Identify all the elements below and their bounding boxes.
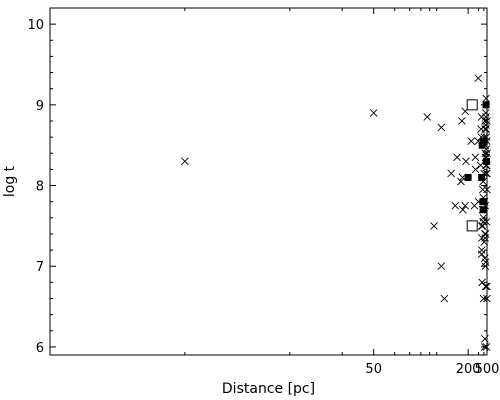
x-tick-label: 500 [475,362,500,377]
cross-marker [481,258,490,267]
cross-marker [483,185,491,194]
filled-square-marker [479,206,487,214]
cross-marker [483,117,491,125]
cross-marker [482,125,491,133]
cross-marker [458,117,466,125]
cross-marker [476,161,485,170]
cross-marker [483,149,491,158]
cross-marker [481,109,490,117]
y-axis-label: log t [2,165,18,197]
cross-marker [369,109,378,117]
y-tick-label: 6 [36,341,44,356]
cross-marker [181,157,189,166]
cross-marker [437,123,446,132]
plot-frame [49,7,488,356]
cross-marker [471,153,480,162]
cross-marker [482,218,491,226]
cross-marker [478,185,487,194]
cross-marker [451,201,460,210]
y-tick-label: 7 [36,260,44,275]
cross-marker [457,177,465,186]
open-square-marker [466,220,478,232]
cross-marker [471,165,480,174]
y-tick-label: 8 [36,180,44,195]
cross-marker [480,343,489,351]
cross-marker [481,335,489,343]
cross-marker [479,294,488,303]
cross-marker [477,250,486,258]
cross-marker [430,222,438,230]
cross-marker [467,137,476,145]
cross-marker [461,201,470,210]
cross-marker [440,294,449,303]
cross-marker [483,282,491,291]
cross-marker [477,222,486,230]
cross-marker [423,113,432,121]
cross-marker [437,262,446,271]
filled-square-marker [480,137,488,145]
cross-marker [481,230,490,238]
cross-marker [479,218,487,226]
filled-square-marker [483,157,491,165]
cross-marker [482,94,490,103]
axis-ticks [50,7,488,355]
x-axis-label: Distance [pc] [222,381,315,397]
filled-square-marker [464,173,472,181]
cross-marker [483,294,491,303]
y-tick-label: 9 [36,99,44,114]
filled-square-marker [478,141,486,149]
x-tick-label: 50 [365,362,382,377]
cross-marker [453,153,461,162]
cross-marker [482,343,491,351]
x-tick-label: 200 [456,362,481,377]
filled-square-marker [479,198,487,206]
cross-marker [481,282,490,291]
cross-marker [458,205,467,214]
cross-marker [447,169,455,178]
open-square-marker [466,99,478,111]
data-points [181,74,491,351]
cross-marker [474,74,483,83]
y-tick-label: 10 [27,18,44,33]
filled-square-marker [482,101,490,109]
cross-marker [462,157,470,166]
filled-square-marker [478,173,486,181]
